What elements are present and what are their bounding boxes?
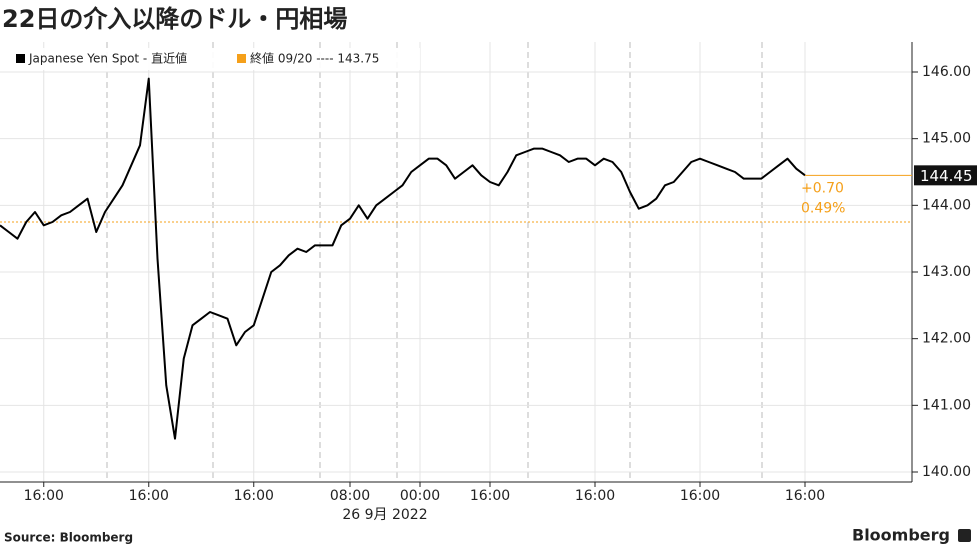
y-tick-label: 144.00	[922, 197, 971, 213]
legend-bg	[0, 48, 420, 70]
legend-swatch	[16, 54, 25, 63]
legend: Japanese Yen Spot - 直近値 終値 09/20 ---- 14…	[0, 48, 420, 70]
y-tick-label: 140.00	[922, 464, 971, 480]
x-tick-label: 16:00	[24, 488, 64, 504]
brand: Bloomberg	[852, 526, 950, 545]
x-tick-label: 00:00	[400, 488, 440, 504]
last-value-box	[914, 165, 977, 186]
x-tick-label: 16:00	[575, 488, 615, 504]
x-tick-label: 16:00	[234, 488, 274, 504]
x-tick-label: 16:00	[470, 488, 510, 504]
y-tick-label: 146.00	[922, 64, 971, 80]
y-tick-label: 145.00	[922, 131, 971, 147]
change-annotation: 0.49%	[801, 200, 845, 216]
legend-label: Japanese Yen Spot - 直近値	[28, 51, 187, 66]
y-tick-label: 143.00	[922, 264, 971, 280]
x-tick-label: 08:00	[330, 488, 370, 504]
x-tick-label: 16:00	[785, 488, 825, 504]
last-value-label: 144.45	[920, 167, 973, 185]
x-date-label: 26 9月 2022	[342, 507, 427, 523]
chart-title: 22日の介入以降のドル・円相場	[2, 5, 347, 33]
legend-label: 終値 09/20 ---- 143.75	[250, 51, 379, 66]
x-tick-label: 16:00	[680, 488, 720, 504]
line	[0, 77, 806, 440]
y-tick-label: 142.00	[922, 331, 971, 347]
brand-icon	[958, 529, 971, 542]
source: Source: Bloomberg	[4, 531, 133, 545]
y-tick-label: 141.00	[922, 397, 971, 413]
x-tick-label: 16:00	[129, 488, 169, 504]
change-annotation: +0.70	[801, 180, 844, 196]
legend-swatch	[237, 54, 246, 63]
